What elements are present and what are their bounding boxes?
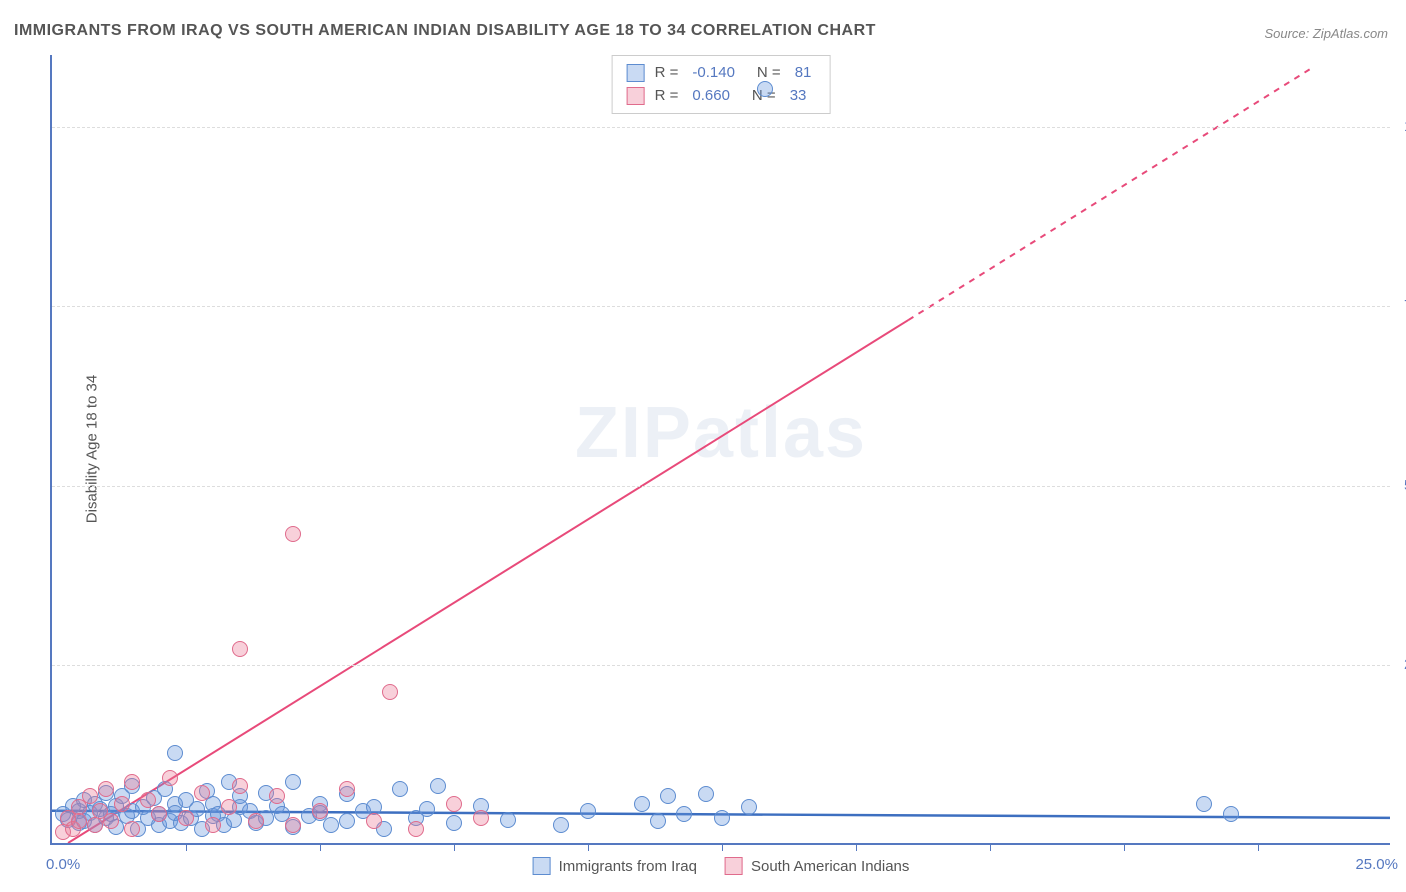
n-value-iraq: 81 [795, 62, 812, 85]
data-point-sai [178, 810, 194, 826]
x-tick [1258, 843, 1259, 851]
data-point-iraq [339, 813, 355, 829]
data-point-sai [98, 781, 114, 797]
swatch-iraq [627, 64, 645, 82]
data-point-sai [124, 821, 140, 837]
data-point-iraq [285, 774, 301, 790]
data-point-iraq [714, 810, 730, 826]
correlation-row-sai: R = 0.660 N = 33 [627, 85, 816, 108]
trend-lines [52, 55, 1390, 843]
data-point-iraq [1223, 806, 1239, 822]
chart-title: IMMIGRANTS FROM IRAQ VS SOUTH AMERICAN I… [14, 22, 876, 40]
data-point-iraq [167, 745, 183, 761]
data-point-sai [339, 781, 355, 797]
data-point-sai [285, 817, 301, 833]
data-point-sai [87, 817, 103, 833]
x-tick [856, 843, 857, 851]
gridline: 50.0% [52, 486, 1390, 487]
data-point-sai [473, 810, 489, 826]
data-point-iraq [698, 786, 714, 802]
data-point-iraq [634, 796, 650, 812]
x-tick [990, 843, 991, 851]
data-point-sai [82, 788, 98, 804]
gridline: 75.0% [52, 306, 1390, 307]
data-point-iraq [419, 801, 435, 817]
data-point-sai [162, 770, 178, 786]
y-tick-label: 75.0% [1394, 297, 1406, 314]
data-point-iraq [323, 817, 339, 833]
data-point-sai [124, 774, 140, 790]
watermark: ZIPatlas [575, 392, 867, 474]
data-point-sai [232, 778, 248, 794]
data-point-sai [140, 792, 156, 808]
plot-area: Disability Age 18 to 34 ZIPatlas R = -0.… [50, 55, 1390, 845]
data-point-iraq [757, 81, 773, 97]
y-tick-label: 100.0% [1394, 118, 1406, 135]
data-point-iraq [580, 803, 596, 819]
legend-item-sai: South American Indians [725, 857, 909, 875]
data-point-sai [312, 803, 328, 819]
data-point-sai [151, 806, 167, 822]
data-point-sai [194, 785, 210, 801]
gridline: 25.0% [52, 665, 1390, 666]
x-tick [1124, 843, 1125, 851]
data-point-iraq [430, 778, 446, 794]
data-point-iraq [500, 812, 516, 828]
y-tick-label: 25.0% [1394, 656, 1406, 673]
data-point-sai [366, 813, 382, 829]
r-label: R = [655, 85, 679, 108]
data-point-sai [205, 817, 221, 833]
legend-label-iraq: Immigrants from Iraq [559, 858, 697, 875]
chart-container: IMMIGRANTS FROM IRAQ VS SOUTH AMERICAN I… [0, 0, 1406, 892]
x-tick [320, 843, 321, 851]
y-axis-label: Disability Age 18 to 34 [84, 375, 101, 523]
gridline: 100.0% [52, 127, 1390, 128]
source-attribution: Source: ZipAtlas.com [1264, 26, 1388, 41]
data-point-sai [103, 813, 119, 829]
data-point-sai [269, 788, 285, 804]
data-point-sai [248, 813, 264, 829]
data-point-iraq [553, 817, 569, 833]
correlation-legend: R = -0.140 N = 81 R = 0.660 N = 33 [612, 55, 831, 114]
origin-label: 0.0% [46, 856, 80, 873]
r-label: R = [655, 62, 679, 85]
legend-label-sai: South American Indians [751, 858, 909, 875]
legend-item-iraq: Immigrants from Iraq [533, 857, 697, 875]
data-point-iraq [660, 788, 676, 804]
swatch-sai [627, 87, 645, 105]
correlation-row-iraq: R = -0.140 N = 81 [627, 62, 816, 85]
r-value-sai: 0.660 [692, 85, 730, 108]
data-point-iraq [741, 799, 757, 815]
x-tick [722, 843, 723, 851]
data-point-sai [114, 796, 130, 812]
data-point-sai [285, 526, 301, 542]
data-point-iraq [446, 815, 462, 831]
x-end-label: 25.0% [1355, 856, 1398, 873]
data-point-iraq [1196, 796, 1212, 812]
x-tick [588, 843, 589, 851]
data-point-iraq [650, 813, 666, 829]
x-tick [454, 843, 455, 851]
data-point-iraq [392, 781, 408, 797]
n-value-sai: 33 [790, 85, 807, 108]
data-point-sai [221, 799, 237, 815]
swatch-iraq-icon [533, 857, 551, 875]
x-tick [186, 843, 187, 851]
series-legend: Immigrants from Iraq South American Indi… [533, 857, 910, 875]
y-tick-label: 50.0% [1394, 477, 1406, 494]
data-point-sai [232, 641, 248, 657]
data-point-sai [382, 684, 398, 700]
swatch-sai-icon [725, 857, 743, 875]
data-point-sai [408, 821, 424, 837]
data-point-sai [71, 813, 87, 829]
r-value-iraq: -0.140 [692, 62, 735, 85]
data-point-sai [446, 796, 462, 812]
data-point-iraq [676, 806, 692, 822]
